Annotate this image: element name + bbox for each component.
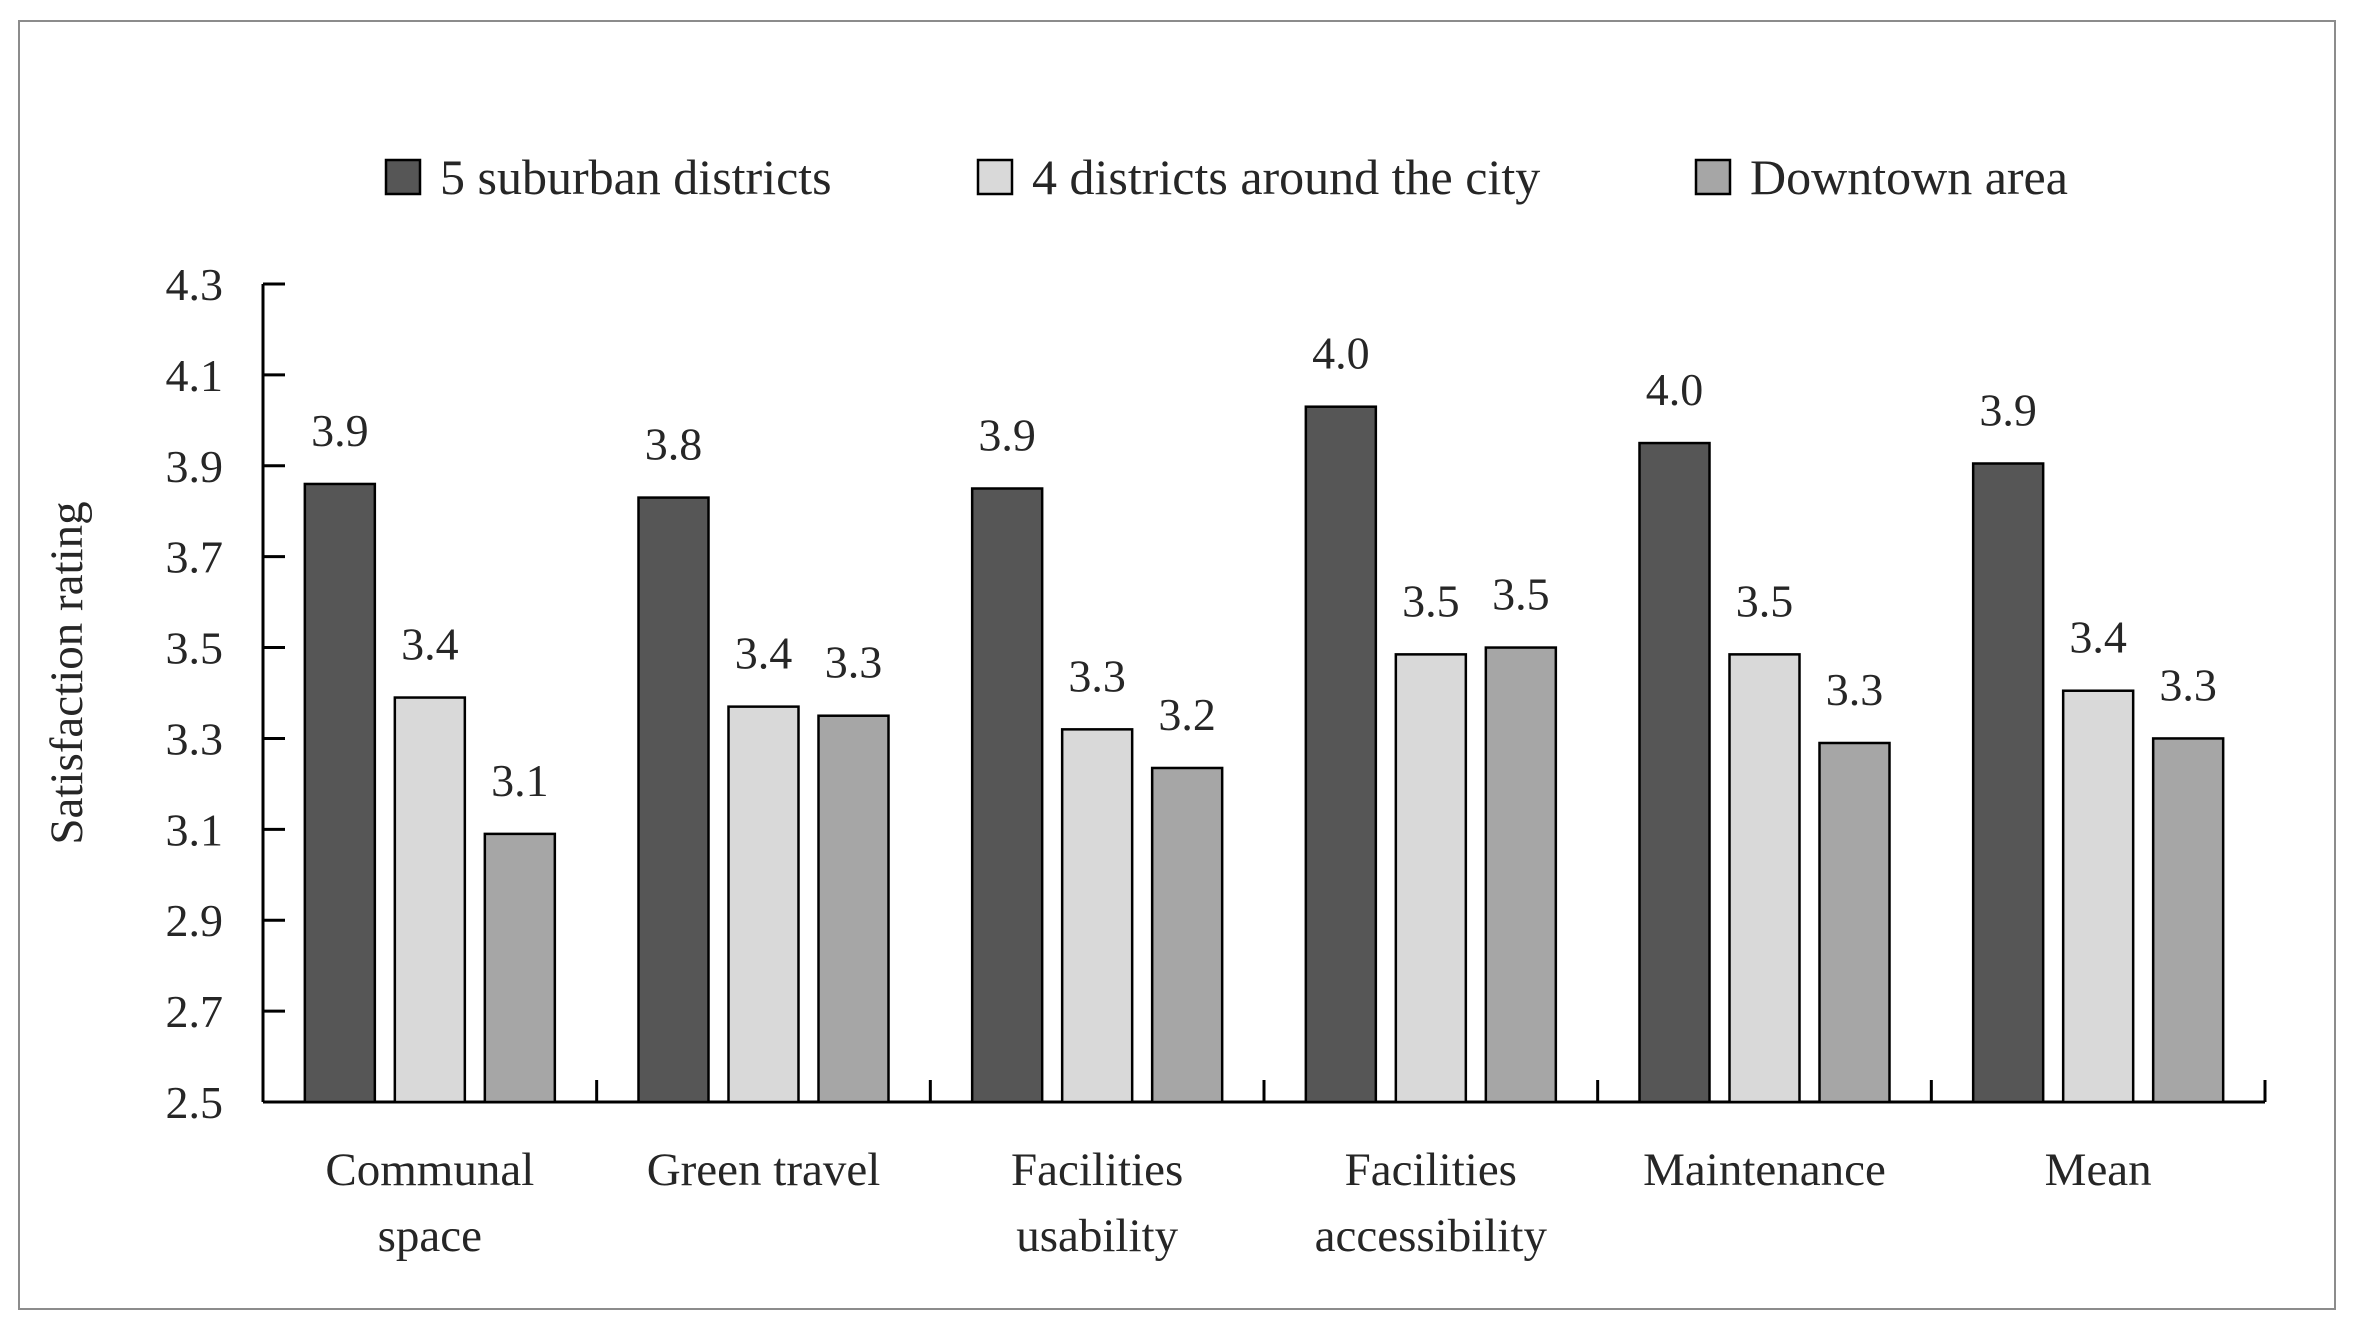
bar <box>637 496 710 1104</box>
x-category-label: Facilities <box>1011 1144 1183 1196</box>
bar <box>303 482 377 1104</box>
y-tick-label: 3.1 <box>166 804 224 855</box>
bar <box>483 832 557 1104</box>
bar <box>2061 689 2135 1104</box>
x-category-label: Communal <box>325 1144 534 1196</box>
data-label: 3.2 <box>1158 689 1216 740</box>
data-label: 3.3 <box>1826 664 1884 715</box>
bar <box>1728 653 1801 1104</box>
data-label: 3.5 <box>1492 569 1550 620</box>
bar <box>1971 462 2045 1104</box>
y-tick-label: 3.5 <box>166 623 224 674</box>
legend-label: 4 districts around the city <box>1032 149 1540 205</box>
bar <box>393 696 467 1104</box>
data-label: 3.9 <box>311 405 369 456</box>
data-label: 4.0 <box>1312 328 1370 379</box>
legend-swatch <box>1694 158 1732 196</box>
data-label: 3.9 <box>1979 385 2037 436</box>
data-label: 3.4 <box>735 628 793 679</box>
legend-swatch <box>384 158 422 196</box>
bar <box>1060 728 1134 1104</box>
y-tick-label: 4.1 <box>166 350 224 401</box>
bar <box>1394 653 1468 1104</box>
y-tick-label: 2.9 <box>166 895 224 946</box>
bar <box>970 487 1044 1104</box>
bar <box>2151 737 2225 1104</box>
data-label: 3.3 <box>825 637 883 688</box>
data-label: 3.5 <box>1736 575 1794 626</box>
y-tick-label: 2.7 <box>166 986 224 1037</box>
y-axis: 2.5 2.7 2.9 3.1 3.3 3.5 3.7 3.9 4.1 4.3 <box>166 259 285 1128</box>
y-tick-label: 2.5 <box>166 1077 224 1128</box>
data-label: 3.8 <box>645 419 703 470</box>
y-tick-label: 3.9 <box>166 441 224 492</box>
bar <box>1304 405 1378 1104</box>
x-category-label: accessibility <box>1315 1210 1548 1262</box>
data-label: 3.9 <box>978 410 1036 461</box>
bar <box>817 714 890 1104</box>
data-label: 4.0 <box>1646 364 1704 415</box>
data-label: 3.1 <box>491 755 549 806</box>
bar <box>1484 646 1558 1104</box>
bars: 3.9 3.8 3.9 4.0 4.0 3.9 3.4 3.4 3.3 3.5 3.5 3.4 3.1 3… <box>303 328 2225 1104</box>
legend-label: 5 suburban districts <box>440 149 832 205</box>
x-category-label: usability <box>1016 1210 1178 1262</box>
x-category-label: Green travel <box>647 1144 881 1196</box>
bar <box>1818 741 1891 1104</box>
data-label: 3.3 <box>1068 650 1126 701</box>
data-label: 3.4 <box>401 619 459 670</box>
y-tick-label: 4.3 <box>166 259 224 310</box>
x-category-label: Maintenance <box>1643 1144 1886 1196</box>
x-category-label: space <box>378 1210 482 1262</box>
legend-swatch <box>976 158 1014 196</box>
bar <box>1638 441 1711 1104</box>
legend-label: Downtown area <box>1750 149 2068 205</box>
data-label: 3.3 <box>2159 659 2217 710</box>
y-axis-title: Satisfaction rating <box>41 501 93 844</box>
y-tick-label: 3.7 <box>166 532 224 583</box>
data-label: 3.5 <box>1402 575 1460 626</box>
x-category-label: Mean <box>2045 1144 2152 1196</box>
legend: 5 suburban districts 4 districts around t… <box>384 149 2068 205</box>
bar <box>1150 766 1224 1104</box>
data-label: 3.4 <box>2069 612 2127 663</box>
x-category-label: Facilities <box>1345 1144 1517 1196</box>
bar <box>727 705 800 1104</box>
y-tick-label: 3.3 <box>166 713 224 764</box>
x-axis: Communal space Green travel Facilities usabi… <box>261 1080 2267 1262</box>
